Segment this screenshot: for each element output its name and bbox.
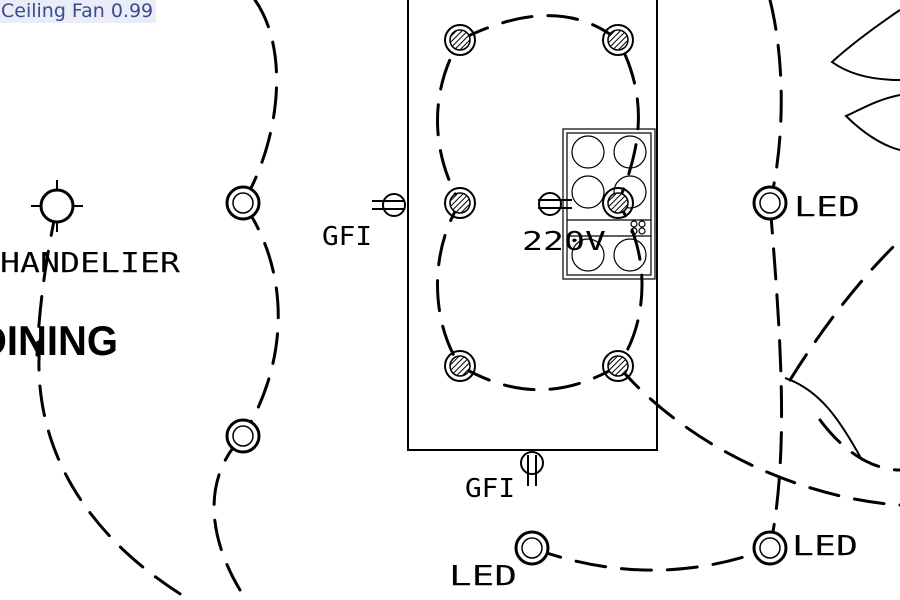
led-label-bottom-right: LED (792, 529, 858, 562)
wire-right-top (768, 0, 783, 205)
recessed-light-icon (602, 24, 634, 56)
wire-dining-top-arc (241, 0, 279, 205)
gfi-outlet-icon (520, 451, 544, 486)
wire-far-right-lower (818, 418, 900, 472)
led-label-right: LED (794, 190, 860, 223)
pendant-fixture-outline (830, 9, 900, 151)
led-light-icon (225, 418, 261, 454)
led-label-bottom-left: LED (449, 559, 517, 592)
wire-island-to-right (616, 364, 900, 507)
wire-far-right (788, 238, 900, 382)
outlet-220v-icon (538, 192, 572, 216)
led-light-icon (225, 185, 261, 221)
led-light-icon (514, 530, 550, 566)
detection-label: Ceiling Fan 0.99 (0, 0, 157, 23)
gfi-outlet-icon (372, 193, 406, 217)
led-light-icon (752, 185, 788, 221)
chandelier-icon (31, 180, 83, 232)
recessed-light-icon (444, 187, 476, 219)
gfi-label-bottom: GFI (465, 474, 515, 504)
gfi-label-left: GFI (322, 222, 372, 252)
wire-right-middle (768, 201, 784, 550)
wire-dining-lower-arc (212, 434, 245, 592)
kitchen-island-outline (407, 0, 658, 451)
recessed-light-icon (602, 187, 634, 219)
recessed-light-icon (444, 24, 476, 56)
wire-dining-left-arc (37, 338, 192, 600)
recessed-light-icon (602, 350, 634, 382)
wire-dining-middle-arc (241, 201, 280, 438)
led-light-icon (752, 530, 788, 566)
ceiling-fan-blade (784, 377, 863, 461)
voltage-label: 220V (522, 227, 606, 257)
room-label: DINING (0, 317, 118, 364)
range-cooktop (562, 128, 656, 280)
recessed-light-icon (444, 350, 476, 382)
chandelier-label: CHANDELIER (0, 246, 180, 279)
wire-led-bottom (530, 546, 772, 572)
